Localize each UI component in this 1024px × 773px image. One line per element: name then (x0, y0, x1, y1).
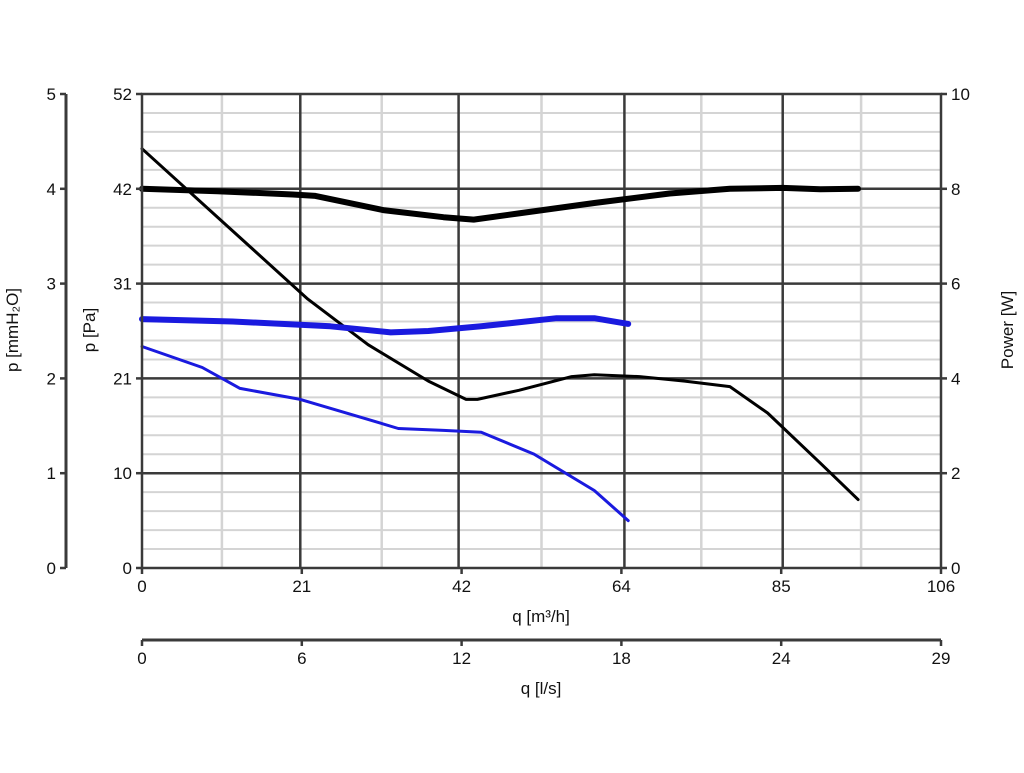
plot-frame (140, 92, 943, 570)
y-right-tick-label: 8 (951, 180, 960, 199)
x-primary-tick-label: 21 (292, 577, 311, 596)
y-left-inner-tick-label: 42 (113, 180, 132, 199)
y-right-tick-label: 0 (951, 559, 960, 578)
x-primary-axis-label: q [m³/h] (512, 607, 570, 626)
y-left-outer-tick-label: 2 (47, 369, 56, 388)
y-left-inner-tick-label: 52 (113, 85, 132, 104)
y-left-inner-tick-label: 0 (123, 559, 132, 578)
x-secondary-tick-label: 18 (612, 649, 631, 668)
series-line-4 (139, 315, 632, 336)
y-right-tick-label: 6 (951, 275, 960, 294)
x-primary-tick-label: 64 (612, 577, 631, 596)
x-secondary-axis-label: q [l/s] (521, 679, 562, 698)
y-right-tick-label: 4 (951, 369, 960, 388)
series-line-2 (139, 184, 862, 223)
grid-minor (142, 94, 941, 568)
x-secondary-tick-label: 6 (297, 649, 306, 668)
y-right-tick-label: 2 (951, 464, 960, 483)
y-left-inner-tick-label: 31 (113, 275, 132, 294)
x-primary-tick-label: 0 (137, 577, 146, 596)
x-secondary-tick-label: 29 (932, 649, 951, 668)
series-line-3 (140, 345, 630, 523)
y-right-tick-label: 10 (951, 85, 970, 104)
y-left-outer-tick-label: 4 (47, 180, 56, 199)
x-primary-tick-label: 42 (452, 577, 471, 596)
series-line-1 (140, 147, 860, 502)
y-left-inner-axis-label: p [Pa] (80, 308, 99, 352)
y-right-axis-label: Power [W] (998, 291, 1017, 369)
frame-layer (60, 92, 947, 646)
x-primary-tick-label: 106 (927, 577, 955, 596)
y-left-inner-tick-label: 10 (113, 464, 132, 483)
series-layer (139, 147, 862, 523)
y-left-outer-axis-label: p [mmH₂O] (3, 288, 22, 372)
y-left-inner-tick-label: 21 (113, 369, 132, 388)
y-left-outer-tick-label: 0 (47, 559, 56, 578)
y-left-outer-tick-label: 5 (47, 85, 56, 104)
y-left-outer-tick-label: 3 (47, 275, 56, 294)
x-secondary-tick-label: 12 (452, 649, 471, 668)
x-secondary-tick-label: 0 (137, 649, 146, 668)
x-primary-tick-label: 85 (772, 577, 791, 596)
y-left-outer-tick-label: 1 (47, 464, 56, 483)
x-secondary-tick-label: 24 (772, 649, 791, 668)
